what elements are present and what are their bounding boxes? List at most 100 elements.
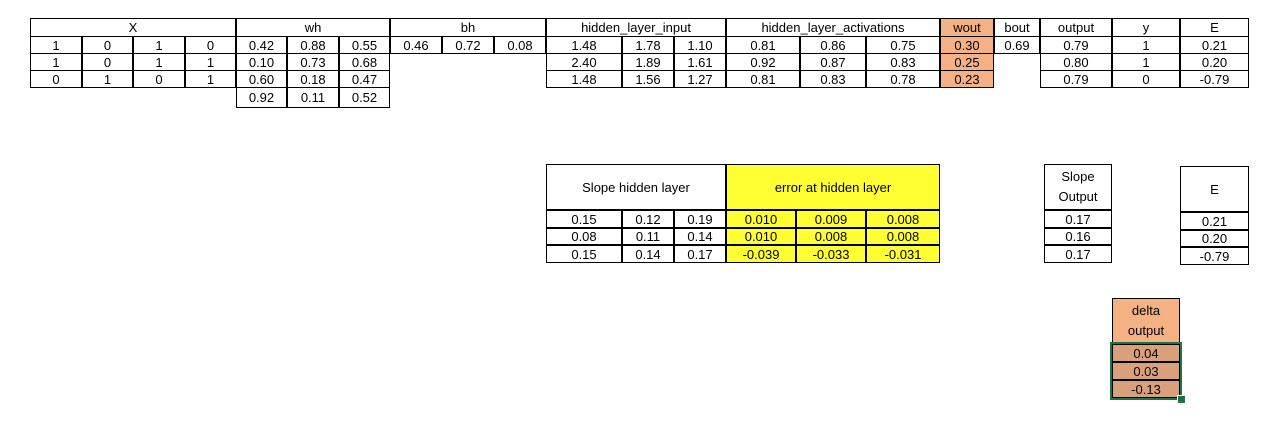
- slope-hidden-cell[interactable]: 0.15: [546, 245, 622, 263]
- slope-hidden-cell[interactable]: 0.11: [622, 228, 674, 245]
- wh-cell[interactable]: 0.73: [287, 53, 339, 71]
- slope-hidden-cell[interactable]: 0.12: [622, 210, 674, 228]
- hidden-layer-input-cell[interactable]: 2.40: [546, 53, 622, 71]
- wh-cell[interactable]: 0.47: [339, 70, 390, 88]
- hidden-layer-activation-cell[interactable]: 0.75: [866, 36, 940, 54]
- error-at-hidden-layer-header[interactable]: error at hidden layer: [726, 164, 940, 210]
- error-hidden-cell[interactable]: -0.031: [866, 245, 940, 263]
- header-y[interactable]: y: [1112, 18, 1180, 37]
- x-cell[interactable]: 1: [82, 70, 133, 88]
- hidden-layer-activation-cell[interactable]: 0.81: [726, 70, 800, 88]
- slope-hidden-cell[interactable]: 0.17: [674, 245, 726, 263]
- bh-cell[interactable]: 0.08: [494, 36, 546, 54]
- error-hidden-cell[interactable]: -0.033: [796, 245, 866, 263]
- header-wh[interactable]: wh: [236, 18, 390, 37]
- hidden-layer-input-cell[interactable]: 1.89: [622, 53, 674, 71]
- header-wout[interactable]: wout: [940, 18, 994, 37]
- y-cell[interactable]: 1: [1112, 53, 1180, 71]
- x-cell[interactable]: 1: [133, 36, 185, 54]
- wh-cell[interactable]: 0.42: [236, 36, 287, 54]
- hidden-layer-activation-cell[interactable]: 0.92: [726, 53, 800, 71]
- wout-cell[interactable]: 0.23: [940, 70, 994, 88]
- header-x[interactable]: X: [30, 18, 236, 37]
- wh-cell[interactable]: 0.68: [339, 53, 390, 71]
- output-cell[interactable]: 0.80: [1040, 53, 1112, 71]
- e-table-cell[interactable]: -0.79: [1180, 247, 1249, 265]
- error-hidden-cell[interactable]: 0.008: [796, 228, 866, 245]
- error-hidden-cell[interactable]: -0.039: [726, 245, 796, 263]
- y-cell[interactable]: 0: [1112, 70, 1180, 88]
- error-hidden-cell[interactable]: 0.009: [796, 210, 866, 228]
- hidden-layer-activation-cell[interactable]: 0.83: [866, 53, 940, 71]
- header-bout[interactable]: bout: [994, 18, 1040, 37]
- header-hidden-layer-activations[interactable]: hidden_layer_activations: [726, 18, 940, 37]
- wh-cell[interactable]: 0.18: [287, 70, 339, 88]
- x-cell[interactable]: 1: [30, 36, 82, 54]
- bout-cell[interactable]: 0.69: [994, 36, 1040, 54]
- output-cell[interactable]: 0.79: [1040, 70, 1112, 88]
- header-output[interactable]: output: [1040, 18, 1112, 37]
- hidden-layer-input-cell[interactable]: 1.61: [674, 53, 726, 71]
- e-cell[interactable]: 0.20: [1180, 53, 1249, 71]
- x-cell[interactable]: 0: [185, 36, 236, 54]
- wh-cell[interactable]: 0.11: [287, 87, 339, 108]
- hidden-layer-input-cell[interactable]: 1.27: [674, 70, 726, 88]
- e-cell[interactable]: -0.79: [1180, 70, 1249, 88]
- hidden-layer-input-cell[interactable]: 1.48: [546, 36, 622, 54]
- error-hidden-cell[interactable]: 0.008: [866, 210, 940, 228]
- slope-output-cell[interactable]: 0.17: [1044, 210, 1112, 228]
- slope-hidden-cell[interactable]: 0.19: [674, 210, 726, 228]
- hidden-layer-activation-cell[interactable]: 0.81: [726, 36, 800, 54]
- hidden-layer-input-cell[interactable]: 1.10: [674, 36, 726, 54]
- slope-output-header[interactable]: Slope Output: [1044, 164, 1112, 210]
- hidden-layer-activation-cell[interactable]: 0.87: [800, 53, 866, 71]
- slope-hidden-cell[interactable]: 0.15: [546, 210, 622, 228]
- delta-output-header[interactable]: delta output: [1112, 298, 1180, 344]
- delta-output-cell[interactable]: 0.04: [1112, 344, 1180, 362]
- x-cell[interactable]: 0: [82, 36, 133, 54]
- bh-cell[interactable]: 0.72: [442, 36, 494, 54]
- x-cell[interactable]: 1: [133, 53, 185, 71]
- wh-cell[interactable]: 0.10: [236, 53, 287, 71]
- x-cell[interactable]: 1: [185, 70, 236, 88]
- hidden-layer-activation-cell[interactable]: 0.78: [866, 70, 940, 88]
- slope-hidden-layer-header[interactable]: Slope hidden layer: [546, 164, 726, 210]
- e-table-header[interactable]: E: [1180, 166, 1249, 212]
- slope-output-cell[interactable]: 0.16: [1044, 228, 1112, 245]
- header-bh[interactable]: bh: [390, 18, 546, 37]
- delta-output-cell[interactable]: -0.13: [1112, 380, 1180, 398]
- hidden-layer-activation-cell[interactable]: 0.86: [800, 36, 866, 54]
- hidden-layer-input-cell[interactable]: 1.48: [546, 70, 622, 88]
- wh-cell[interactable]: 0.52: [339, 87, 390, 108]
- wh-cell[interactable]: 0.55: [339, 36, 390, 54]
- bh-cell[interactable]: 0.46: [390, 36, 442, 54]
- hidden-layer-input-cell[interactable]: 1.78: [622, 36, 674, 54]
- header-e[interactable]: E: [1180, 18, 1249, 37]
- delta-output-cell[interactable]: 0.03: [1112, 362, 1180, 380]
- fill-handle[interactable]: [1177, 395, 1186, 404]
- wh-cell[interactable]: 0.92: [236, 87, 287, 108]
- e-table-cell[interactable]: 0.20: [1180, 230, 1249, 247]
- hidden-layer-activation-cell[interactable]: 0.83: [800, 70, 866, 88]
- header-hidden-layer-input[interactable]: hidden_layer_input: [546, 18, 726, 37]
- output-cell[interactable]: 0.79: [1040, 36, 1112, 54]
- wh-cell[interactable]: 0.88: [287, 36, 339, 54]
- x-cell[interactable]: 0: [133, 70, 185, 88]
- slope-hidden-cell[interactable]: 0.14: [674, 228, 726, 245]
- error-hidden-cell[interactable]: 0.010: [726, 210, 796, 228]
- x-cell[interactable]: 0: [82, 53, 133, 71]
- y-cell[interactable]: 1: [1112, 36, 1180, 54]
- x-cell[interactable]: 0: [30, 70, 82, 88]
- error-hidden-cell[interactable]: 0.010: [726, 228, 796, 245]
- hidden-layer-input-cell[interactable]: 1.56: [622, 70, 674, 88]
- error-hidden-cell[interactable]: 0.008: [866, 228, 940, 245]
- wout-cell[interactable]: 0.30: [940, 36, 994, 54]
- wh-cell[interactable]: 0.60: [236, 70, 287, 88]
- wout-cell[interactable]: 0.25: [940, 53, 994, 71]
- e-cell[interactable]: 0.21: [1180, 36, 1249, 54]
- x-cell[interactable]: 1: [30, 53, 82, 71]
- e-table-cell[interactable]: 0.21: [1180, 212, 1249, 230]
- slope-hidden-cell[interactable]: 0.08: [546, 228, 622, 245]
- slope-output-cell[interactable]: 0.17: [1044, 245, 1112, 263]
- x-cell[interactable]: 1: [185, 53, 236, 71]
